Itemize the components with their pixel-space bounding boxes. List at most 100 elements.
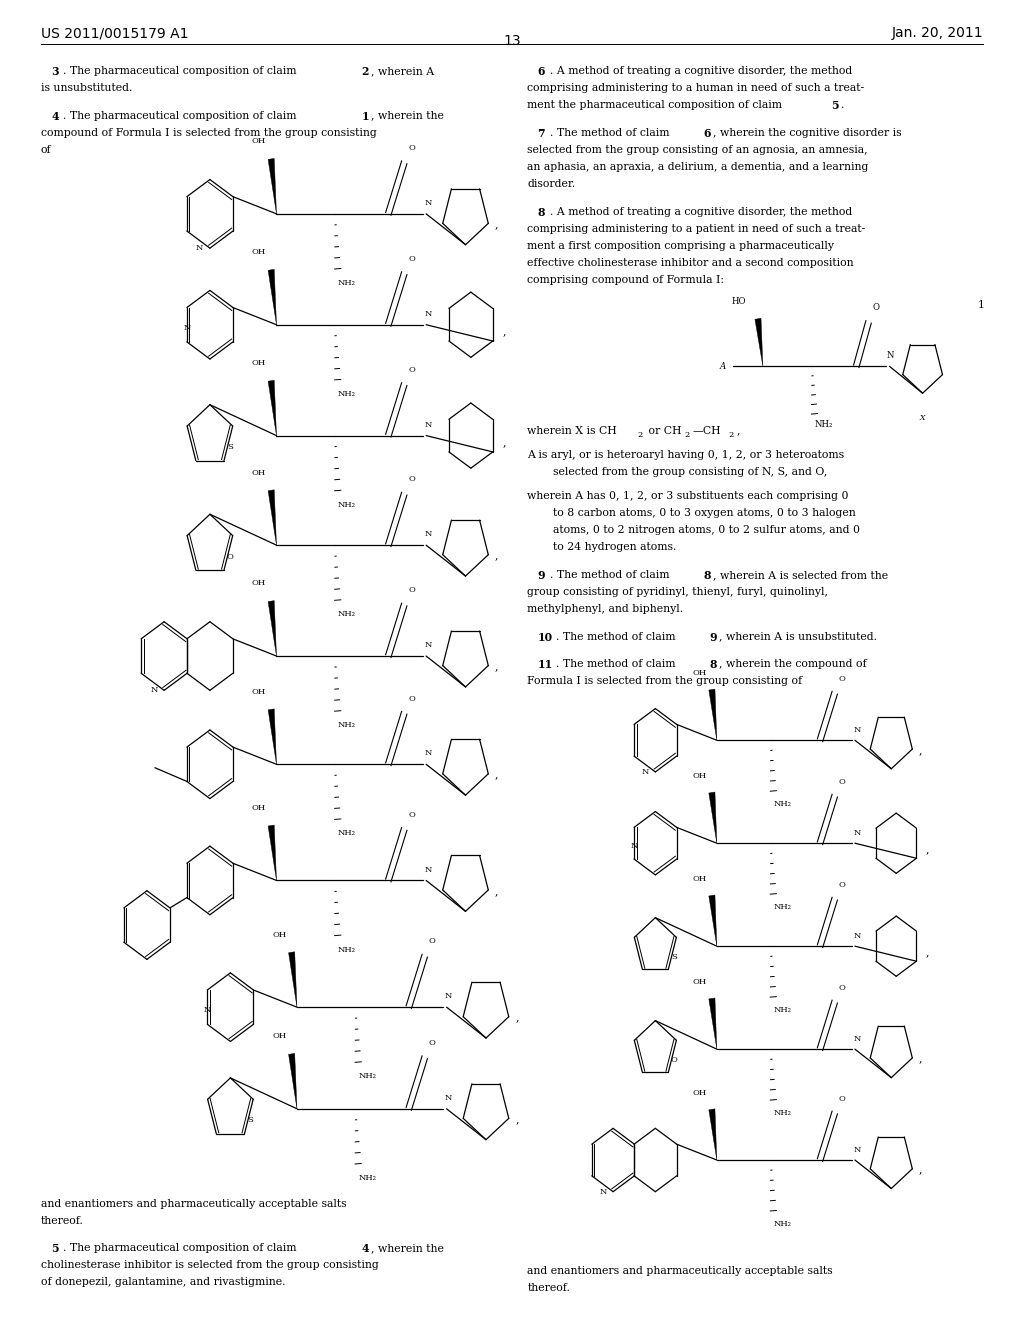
Text: NH₂: NH₂ xyxy=(814,420,833,429)
Text: OH: OH xyxy=(692,875,707,883)
Text: N: N xyxy=(424,750,432,758)
Text: OH: OH xyxy=(272,1032,287,1040)
Text: , wherein the compound of: , wherein the compound of xyxy=(719,659,866,669)
Text: OH: OH xyxy=(692,772,707,780)
Text: , wherein A: , wherein A xyxy=(371,66,434,77)
Text: ,: , xyxy=(919,744,922,755)
Text: 3: 3 xyxy=(51,66,58,77)
Text: or CH: or CH xyxy=(645,426,682,436)
Text: , wherein the: , wherein the xyxy=(371,1243,443,1253)
Text: N: N xyxy=(853,726,860,734)
Polygon shape xyxy=(709,998,717,1049)
Text: N: N xyxy=(444,1094,453,1102)
Text: . A method of treating a cognitive disorder, the method: . A method of treating a cognitive disor… xyxy=(550,66,852,77)
Text: , wherein A is selected from the: , wherein A is selected from the xyxy=(713,570,888,579)
Polygon shape xyxy=(755,318,763,367)
Text: OH: OH xyxy=(252,804,266,812)
Text: is unsubstituted.: is unsubstituted. xyxy=(41,83,132,94)
Text: NH₂: NH₂ xyxy=(773,1220,792,1228)
Text: NH₂: NH₂ xyxy=(773,903,792,911)
Text: OH: OH xyxy=(272,931,287,939)
Polygon shape xyxy=(709,895,717,946)
Text: .: . xyxy=(841,100,844,111)
Text: comprising administering to a patient in need of such a treat-: comprising administering to a patient in… xyxy=(527,224,865,234)
Text: NH₂: NH₂ xyxy=(338,610,355,618)
Text: 4: 4 xyxy=(51,111,58,121)
Text: O: O xyxy=(409,144,415,152)
Text: O: O xyxy=(429,1039,435,1047)
Text: O: O xyxy=(409,586,415,594)
Text: S: S xyxy=(227,444,233,451)
Text: NH₂: NH₂ xyxy=(338,945,355,953)
Text: A is aryl, or is heteroaryl having 0, 1, 2, or 3 heteroatoms: A is aryl, or is heteroaryl having 0, 1,… xyxy=(527,450,845,459)
Text: . The method of claim: . The method of claim xyxy=(550,128,673,137)
Text: . The method of claim: . The method of claim xyxy=(556,659,679,669)
Text: ,: , xyxy=(515,1012,519,1023)
Text: N: N xyxy=(853,829,860,837)
Text: 11: 11 xyxy=(538,659,553,671)
Polygon shape xyxy=(268,825,276,880)
Text: O: O xyxy=(839,779,846,787)
Text: N: N xyxy=(853,1035,860,1043)
Text: O: O xyxy=(429,937,435,945)
Text: , wherein the cognitive disorder is: , wherein the cognitive disorder is xyxy=(713,128,901,137)
Text: O: O xyxy=(839,985,846,993)
Text: O: O xyxy=(839,676,846,684)
Text: ,: , xyxy=(495,219,499,230)
Text: 1: 1 xyxy=(978,301,985,310)
Text: OH: OH xyxy=(252,579,266,587)
Text: Jan. 20, 2011: Jan. 20, 2011 xyxy=(892,26,983,41)
Polygon shape xyxy=(268,490,276,545)
Text: 5: 5 xyxy=(51,1243,58,1254)
Text: N: N xyxy=(642,768,649,776)
Text: 2: 2 xyxy=(361,66,369,77)
Text: O: O xyxy=(839,1096,846,1104)
Text: methylphenyl, and biphenyl.: methylphenyl, and biphenyl. xyxy=(527,605,683,614)
Text: NH₂: NH₂ xyxy=(338,721,355,729)
Text: . A method of treating a cognitive disorder, the method: . A method of treating a cognitive disor… xyxy=(550,207,852,216)
Text: N: N xyxy=(151,686,158,694)
Text: 8: 8 xyxy=(538,207,545,218)
Text: 6: 6 xyxy=(703,128,711,139)
Text: ,: , xyxy=(495,550,499,561)
Text: N: N xyxy=(444,993,453,1001)
Text: HO: HO xyxy=(731,297,745,306)
Text: O: O xyxy=(409,694,415,702)
Text: OH: OH xyxy=(252,248,266,256)
Text: group consisting of pyridinyl, thienyl, furyl, quinolinyl,: group consisting of pyridinyl, thienyl, … xyxy=(527,587,828,597)
Polygon shape xyxy=(268,380,276,436)
Text: OH: OH xyxy=(692,978,707,986)
Text: OH: OH xyxy=(252,688,266,696)
Text: 2: 2 xyxy=(684,432,689,440)
Text: N: N xyxy=(853,932,860,940)
Text: 9: 9 xyxy=(710,632,717,643)
Text: 13: 13 xyxy=(503,34,521,49)
Text: an aphasia, an apraxia, a delirium, a dementia, and a learning: an aphasia, an apraxia, a delirium, a de… xyxy=(527,162,868,172)
Text: 6: 6 xyxy=(538,66,545,77)
Text: thereof.: thereof. xyxy=(41,1216,84,1226)
Polygon shape xyxy=(268,709,276,764)
Polygon shape xyxy=(268,601,276,656)
Text: ,: , xyxy=(503,326,506,337)
Text: and enantiomers and pharmaceutically acceptable salts: and enantiomers and pharmaceutically acc… xyxy=(527,1266,833,1275)
Polygon shape xyxy=(709,1109,717,1160)
Text: NH₂: NH₂ xyxy=(358,1173,376,1181)
Text: OH: OH xyxy=(252,137,266,145)
Text: of donepezil, galantamine, and rivastigmine.: of donepezil, galantamine, and rivastigm… xyxy=(41,1278,286,1287)
Text: NH₂: NH₂ xyxy=(773,800,792,808)
Text: X: X xyxy=(920,414,926,422)
Text: of: of xyxy=(41,145,51,154)
Text: . The pharmaceutical composition of claim: . The pharmaceutical composition of clai… xyxy=(63,111,300,120)
Text: O: O xyxy=(226,553,233,561)
Text: O: O xyxy=(409,255,415,263)
Text: N: N xyxy=(424,421,432,429)
Text: atoms, 0 to 2 nitrogen atoms, 0 to 2 sulfur atoms, and 0: atoms, 0 to 2 nitrogen atoms, 0 to 2 sul… xyxy=(553,525,860,535)
Text: . The pharmaceutical composition of claim: . The pharmaceutical composition of clai… xyxy=(63,1243,300,1253)
Text: N: N xyxy=(424,310,432,318)
Text: NH₂: NH₂ xyxy=(338,279,355,286)
Text: ment a first composition comprising a pharmaceutically: ment a first composition comprising a ph… xyxy=(527,242,835,251)
Text: N: N xyxy=(600,1188,607,1196)
Text: 9: 9 xyxy=(538,570,545,581)
Text: N: N xyxy=(424,866,432,874)
Text: O: O xyxy=(409,366,415,374)
